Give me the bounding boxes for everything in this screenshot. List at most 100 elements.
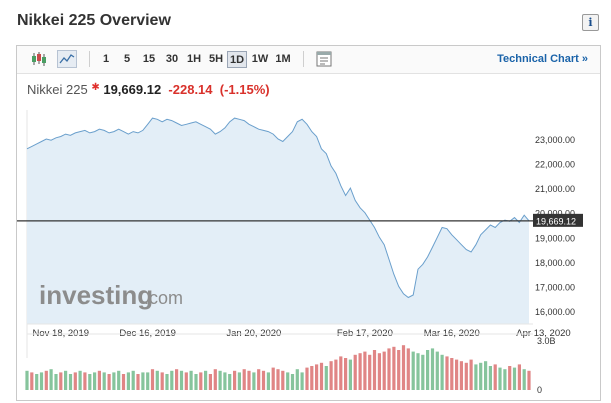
volume-bar	[498, 367, 502, 390]
volume-bar	[266, 372, 270, 390]
technical-chart-link[interactable]: Technical Chart »	[497, 53, 588, 65]
volume-bar	[204, 370, 208, 390]
price-chart[interactable]: 23,000.00 22,000.00 21,000.00 20,000.00 19,0…	[17, 102, 600, 402]
volume-bar	[261, 370, 266, 390]
y-tick-label: 17,000.00	[535, 282, 575, 292]
interval-15[interactable]: 15	[142, 53, 156, 65]
instrument-name: Nikkei 225	[27, 82, 88, 97]
interval-1d[interactable]: 1D	[227, 51, 247, 68]
technical-chart-label: Technical Chart	[497, 53, 579, 65]
volume-bar	[247, 370, 251, 390]
volume-bar	[150, 369, 155, 390]
volume-bar	[527, 370, 531, 390]
volume-bar	[112, 372, 116, 390]
volume-bar	[295, 369, 299, 390]
info-icon[interactable]: i	[582, 14, 599, 31]
volume-bar	[493, 364, 497, 390]
volume-bar	[117, 370, 121, 390]
price-line	[26, 117, 530, 299]
volume-bar	[445, 356, 449, 390]
volume-bar	[189, 370, 193, 390]
volume-bar	[387, 348, 391, 390]
volume-bar	[218, 370, 222, 390]
volume-bar	[290, 374, 295, 390]
volume-bar	[30, 372, 34, 390]
volume-bar	[324, 366, 328, 390]
volume-bar	[469, 359, 473, 390]
price-change-percent: (-1.15%)	[219, 82, 270, 97]
volume-bar	[213, 369, 217, 390]
volume-bar	[319, 362, 324, 390]
volume-bar	[88, 374, 92, 390]
volume-bar	[334, 359, 338, 390]
volume-bar	[228, 374, 232, 390]
volume-bar	[512, 367, 517, 390]
volume-bar	[199, 372, 203, 390]
interval-5h[interactable]: 5H	[208, 53, 224, 65]
volume-bar	[233, 370, 237, 390]
volume-bar	[184, 372, 188, 390]
volume-bar	[450, 358, 454, 390]
volume-bar	[223, 372, 227, 390]
volume-bar	[165, 374, 169, 390]
price-change: -228.14	[168, 82, 213, 97]
settings-panel-icon[interactable]	[314, 50, 334, 68]
volume-bar	[155, 370, 159, 390]
volume-bar	[522, 369, 526, 390]
volume-bar	[160, 372, 164, 390]
volume-bar	[479, 362, 483, 390]
volume-bar	[344, 358, 348, 390]
interval-30[interactable]: 30	[165, 53, 179, 65]
area-chart-icon[interactable]	[57, 50, 77, 68]
investing-watermark: investing .com	[39, 280, 183, 310]
chart-toolbar: 1 5 15 30 1H 5H 1D 1W 1M Technical Chart…	[17, 46, 600, 74]
volume-bar	[107, 374, 111, 390]
volume-bar	[237, 372, 241, 390]
volume-bar	[411, 351, 415, 390]
volume-bar	[97, 370, 101, 390]
volume-bar	[276, 369, 280, 390]
volume-bar	[170, 370, 174, 390]
interval-1w[interactable]: 1W	[251, 53, 269, 65]
volume-bar	[102, 372, 106, 390]
volume-bar	[93, 372, 97, 390]
volume-bar	[421, 354, 425, 390]
interval-1h[interactable]: 1H	[186, 53, 202, 65]
volume-bar	[368, 354, 372, 390]
current-price-label: 19,669.12	[536, 216, 576, 226]
volume-tick-label: 0	[537, 385, 542, 395]
y-tick-label: 23,000.00	[535, 135, 575, 145]
y-tick-label: 20,000.00	[535, 209, 575, 219]
volume-bar	[305, 367, 309, 390]
volume-bar	[83, 372, 87, 390]
volume-bar	[78, 370, 82, 390]
volume-bar	[430, 348, 435, 390]
candlestick-chart-icon[interactable]	[29, 50, 49, 68]
x-tick-label: Apr 13, 2020	[516, 328, 570, 339]
volume-bar	[455, 359, 459, 390]
volume-bar	[392, 346, 396, 390]
volume-bar	[329, 361, 333, 390]
volume-bar	[517, 364, 521, 390]
interval-1m[interactable]: 1M	[275, 53, 291, 65]
volume-bar	[35, 374, 39, 390]
toolbar-divider	[89, 51, 90, 67]
volume-bar	[353, 354, 357, 390]
realtime-star-icon: ✱	[91, 82, 100, 93]
interval-5[interactable]: 5	[123, 53, 131, 65]
volume-bar	[310, 366, 314, 390]
y-tick-label: 18,000.00	[535, 258, 575, 268]
interval-1[interactable]: 1	[102, 53, 110, 65]
volume-tick-label: 3.0B	[537, 336, 556, 346]
volume-bar	[131, 370, 135, 390]
volume-bar	[401, 345, 406, 390]
watermark-brand: investing	[39, 280, 153, 310]
toolbar-divider	[303, 51, 304, 67]
volume-bar	[257, 369, 261, 390]
volume-bar	[300, 372, 304, 390]
volume-bar	[68, 374, 73, 390]
volume-bar	[39, 372, 44, 390]
volume-bar	[25, 370, 29, 390]
volume-bar	[141, 372, 145, 390]
y-tick-label: 16,000.00	[535, 307, 575, 317]
